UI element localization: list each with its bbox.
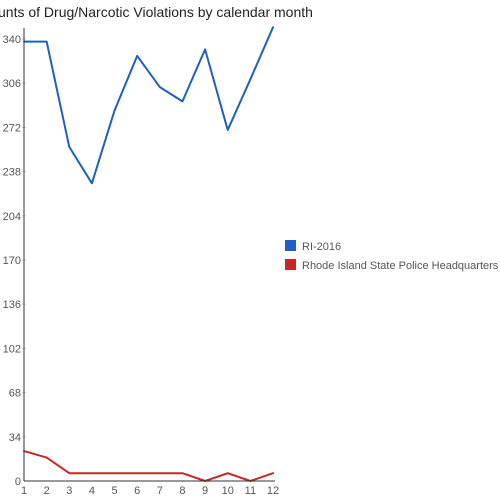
y-tick-label: 136: [3, 299, 21, 311]
y-tick-label: 68: [9, 388, 21, 400]
y-tick-label: 272: [3, 122, 21, 134]
x-tick-label: 2: [44, 485, 50, 497]
x-tick-label: 9: [202, 485, 208, 497]
series-line-1: [23, 450, 274, 482]
x-tick-label: 8: [179, 485, 185, 497]
legend-swatch: [285, 259, 296, 270]
y-tick-label: 204: [3, 211, 21, 223]
legend-label: RI-2016: [302, 241, 341, 253]
y-axis-ticks: 0 34 68 102 136 170 204 238 272 306 340: [3, 34, 26, 488]
y-tick-label: 238: [3, 167, 21, 179]
x-tick-label: 3: [66, 485, 72, 497]
x-tick-label: 7: [157, 485, 163, 497]
y-tick-label: 170: [3, 255, 21, 267]
y-tick-label: 34: [9, 432, 21, 444]
x-tick-label: 5: [111, 485, 117, 497]
x-tick-label: 4: [89, 485, 95, 497]
x-tick-label: 11: [245, 485, 256, 497]
y-tick-label: 306: [3, 78, 21, 90]
series-lines: [23, 26, 274, 482]
x-tick-label: 6: [134, 485, 140, 497]
y-tick-label: 340: [3, 34, 21, 46]
legend-label: Rhode Island State Police Headquarters: [302, 260, 499, 272]
series-line-0: [23, 26, 274, 185]
y-tick-label: 102: [3, 343, 21, 355]
chart-title: unts of Drug/Narcotic Violations by cale…: [0, 4, 313, 20]
y-tick-label: 0: [15, 476, 21, 488]
x-tick-label: 10: [222, 485, 234, 497]
x-tick-label: 1: [21, 485, 27, 497]
legend: RI-2016 Rhode Island State Police Headqua…: [285, 240, 499, 272]
x-tick-label: 12: [267, 485, 279, 497]
legend-swatch: [285, 240, 296, 251]
x-axis-ticks: 1 2 3 4 5 6 7 8 9 10 11 12: [21, 485, 279, 497]
